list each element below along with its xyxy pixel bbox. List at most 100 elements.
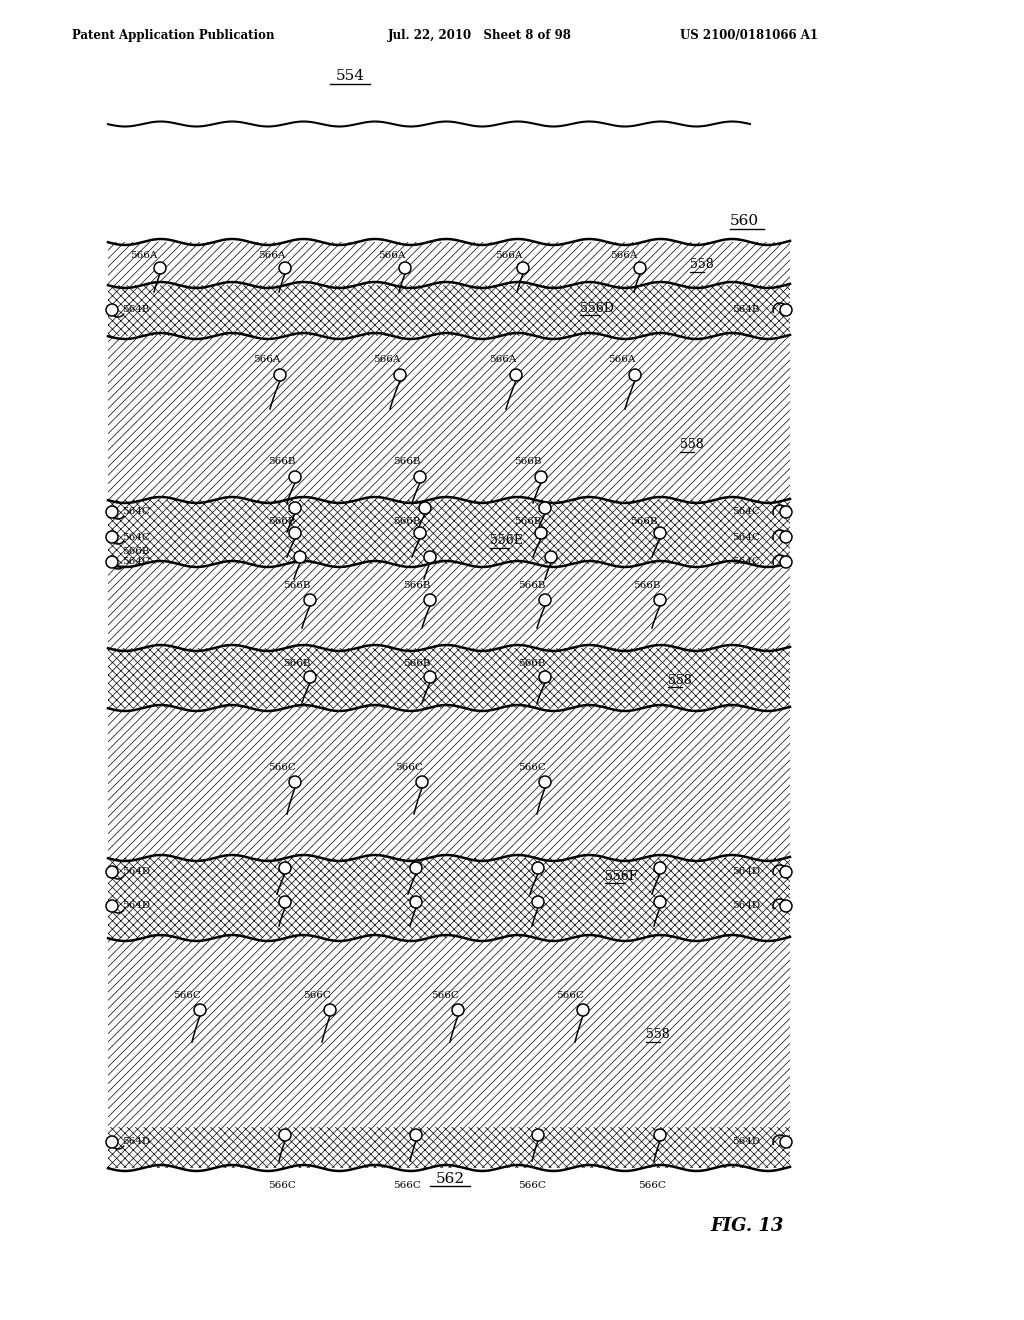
Circle shape bbox=[106, 531, 118, 543]
Text: 566B: 566B bbox=[268, 516, 296, 525]
Circle shape bbox=[517, 261, 529, 275]
Circle shape bbox=[294, 550, 306, 564]
Text: 566B: 566B bbox=[403, 659, 430, 668]
Text: 566C: 566C bbox=[395, 763, 423, 772]
Circle shape bbox=[532, 862, 544, 874]
Text: 564D: 564D bbox=[732, 867, 760, 876]
Circle shape bbox=[532, 1129, 544, 1140]
Text: 560: 560 bbox=[730, 214, 759, 228]
Circle shape bbox=[416, 776, 428, 788]
Circle shape bbox=[154, 261, 166, 275]
Circle shape bbox=[539, 502, 551, 513]
Text: 566C: 566C bbox=[556, 990, 584, 999]
Text: 562: 562 bbox=[435, 1172, 465, 1185]
Circle shape bbox=[410, 1129, 422, 1140]
Bar bbox=[108, 939, 790, 1127]
Text: 566B: 566B bbox=[283, 581, 310, 590]
Circle shape bbox=[535, 527, 547, 539]
Text: Jul. 22, 2010   Sheet 8 of 98: Jul. 22, 2010 Sheet 8 of 98 bbox=[388, 29, 571, 41]
Text: 566A: 566A bbox=[495, 252, 522, 260]
Circle shape bbox=[424, 671, 436, 682]
Text: 566C: 566C bbox=[268, 1181, 296, 1191]
Text: 566B: 566B bbox=[393, 458, 421, 466]
Circle shape bbox=[410, 862, 422, 874]
Circle shape bbox=[539, 776, 551, 788]
Text: 566B: 566B bbox=[518, 581, 546, 590]
Circle shape bbox=[279, 1129, 291, 1140]
Text: 564D: 564D bbox=[122, 902, 151, 911]
Circle shape bbox=[279, 261, 291, 275]
Circle shape bbox=[394, 370, 406, 381]
Circle shape bbox=[410, 896, 422, 908]
Circle shape bbox=[274, 370, 286, 381]
Text: 564D: 564D bbox=[732, 1138, 760, 1147]
Text: 564D: 564D bbox=[732, 902, 760, 911]
Text: 566C: 566C bbox=[303, 990, 331, 999]
Circle shape bbox=[780, 900, 792, 912]
Text: 566A: 566A bbox=[373, 355, 400, 364]
Circle shape bbox=[634, 261, 646, 275]
Text: 566C: 566C bbox=[431, 990, 459, 999]
Text: 566B: 566B bbox=[268, 458, 296, 466]
Circle shape bbox=[780, 531, 792, 543]
Text: 566B: 566B bbox=[122, 548, 150, 557]
Circle shape bbox=[780, 1137, 792, 1148]
Text: 564D: 564D bbox=[122, 867, 151, 876]
Circle shape bbox=[577, 1005, 589, 1016]
Text: 564C: 564C bbox=[122, 532, 150, 541]
Circle shape bbox=[399, 261, 411, 275]
Circle shape bbox=[780, 866, 792, 878]
Bar bbox=[108, 285, 790, 337]
Text: 566A: 566A bbox=[258, 252, 286, 260]
Text: 564C: 564C bbox=[122, 557, 150, 566]
Text: 564C: 564C bbox=[122, 507, 150, 516]
Circle shape bbox=[535, 471, 547, 483]
Circle shape bbox=[289, 502, 301, 513]
Circle shape bbox=[629, 370, 641, 381]
Bar bbox=[108, 858, 790, 939]
Circle shape bbox=[654, 1129, 666, 1140]
Text: Patent Application Publication: Patent Application Publication bbox=[72, 29, 274, 41]
Circle shape bbox=[106, 506, 118, 517]
Circle shape bbox=[289, 471, 301, 483]
Text: 566B: 566B bbox=[633, 581, 660, 590]
Circle shape bbox=[780, 556, 792, 568]
Text: 564B: 564B bbox=[732, 305, 760, 314]
Text: FIG. 13: FIG. 13 bbox=[710, 1217, 783, 1236]
Text: 566C: 566C bbox=[173, 990, 201, 999]
Bar bbox=[108, 242, 790, 285]
Circle shape bbox=[452, 1005, 464, 1016]
Text: 564D: 564D bbox=[122, 1138, 151, 1147]
Circle shape bbox=[510, 370, 522, 381]
Text: 566B: 566B bbox=[514, 458, 542, 466]
Text: US 2100/0181066 A1: US 2100/0181066 A1 bbox=[680, 29, 818, 41]
Bar bbox=[108, 500, 790, 564]
Text: 566B: 566B bbox=[403, 581, 430, 590]
Text: 558: 558 bbox=[668, 673, 692, 686]
Text: 564C: 564C bbox=[732, 557, 760, 566]
Text: 556D: 556D bbox=[580, 301, 613, 314]
Circle shape bbox=[414, 471, 426, 483]
Text: 566A: 566A bbox=[378, 252, 406, 260]
Circle shape bbox=[324, 1005, 336, 1016]
Text: 566B: 566B bbox=[630, 516, 657, 525]
Bar bbox=[108, 564, 790, 648]
Circle shape bbox=[539, 671, 551, 682]
Text: 566C: 566C bbox=[518, 763, 546, 772]
Text: 566B: 566B bbox=[393, 516, 421, 525]
Circle shape bbox=[289, 776, 301, 788]
Text: 556E: 556E bbox=[490, 535, 523, 548]
Text: 564C: 564C bbox=[732, 507, 760, 516]
Text: 566A: 566A bbox=[610, 252, 637, 260]
Circle shape bbox=[106, 304, 118, 315]
Circle shape bbox=[106, 866, 118, 878]
Bar bbox=[108, 708, 790, 858]
Text: 566B: 566B bbox=[514, 516, 542, 525]
Circle shape bbox=[654, 862, 666, 874]
Circle shape bbox=[194, 1005, 206, 1016]
Circle shape bbox=[106, 900, 118, 912]
Text: 566A: 566A bbox=[489, 355, 516, 364]
Text: 558: 558 bbox=[680, 438, 703, 451]
Bar bbox=[108, 337, 790, 500]
Text: 566A: 566A bbox=[253, 355, 281, 364]
